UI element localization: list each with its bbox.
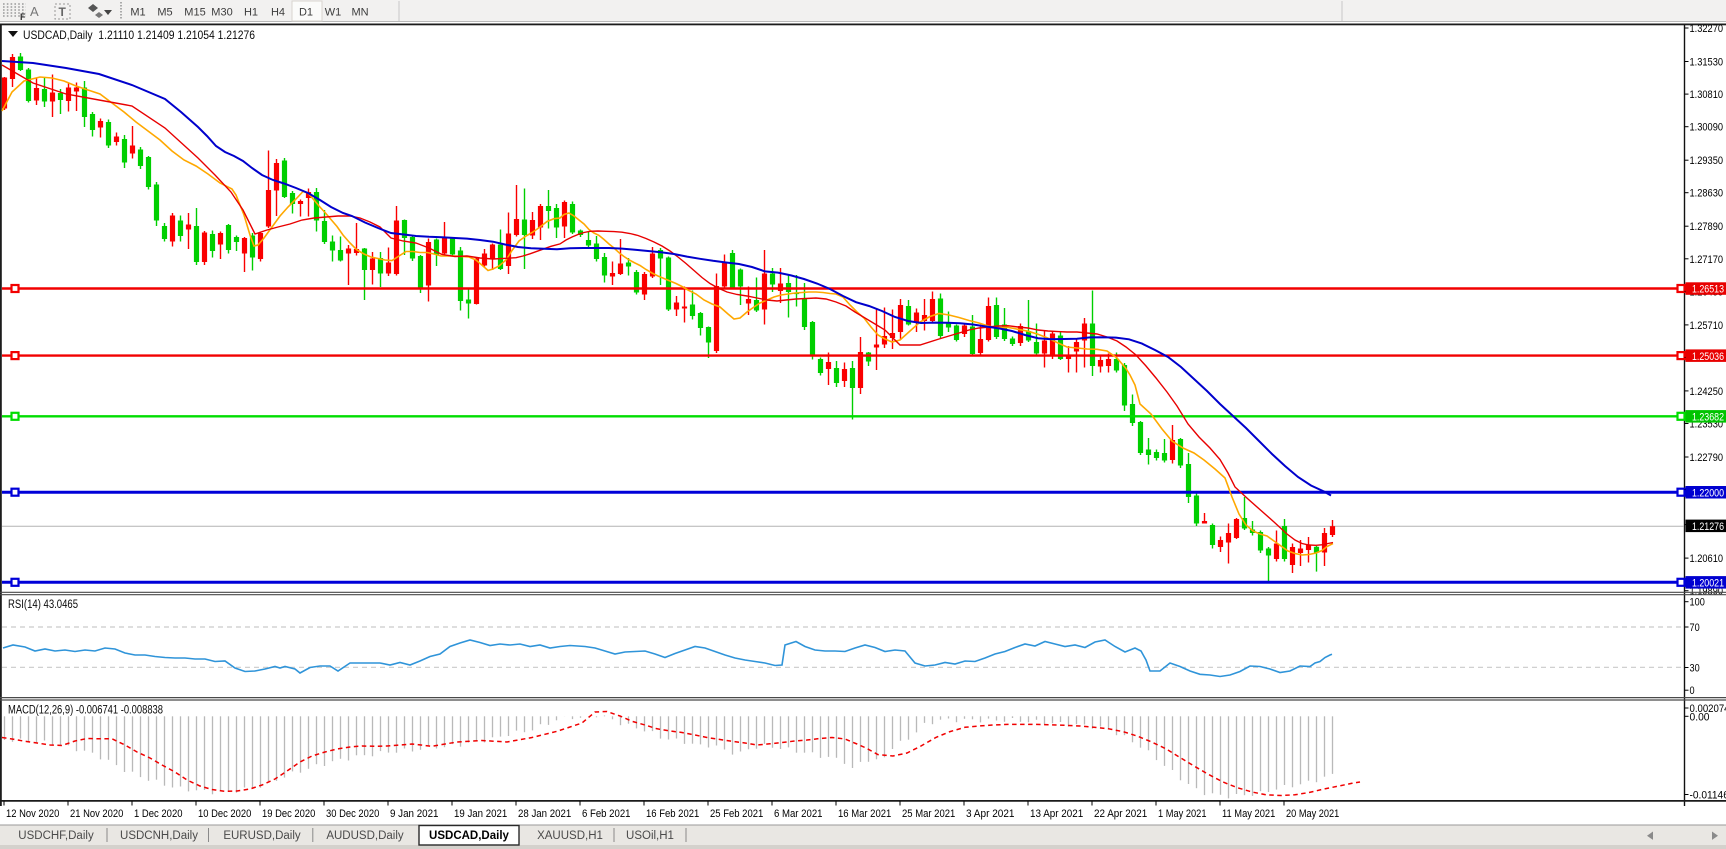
- svg-text:M1: M1: [130, 7, 145, 19]
- svg-text:1.29350: 1.29350: [1690, 155, 1724, 167]
- svg-text:A: A: [30, 4, 39, 19]
- svg-text:13 Apr 2021: 13 Apr 2021: [1030, 808, 1083, 820]
- svg-text:1 Dec 2020: 1 Dec 2020: [134, 808, 183, 820]
- svg-text:1.22000: 1.22000: [1692, 487, 1724, 499]
- svg-text:1.21276: 1.21276: [1692, 521, 1724, 533]
- svg-text:1.28630: 1.28630: [1690, 188, 1724, 200]
- svg-text:25 Feb 2021: 25 Feb 2021: [710, 808, 763, 820]
- svg-text:1.24250: 1.24250: [1690, 386, 1724, 398]
- svg-text:16 Feb 2021: 16 Feb 2021: [646, 808, 699, 820]
- svg-text:30 Dec 2020: 30 Dec 2020: [326, 808, 379, 820]
- svg-text:H1: H1: [244, 7, 258, 19]
- svg-text:0.00: 0.00: [1690, 711, 1710, 723]
- svg-text:USDCAD,Daily 1.21110 1.21409: USDCAD,Daily 1.21110 1.21409 1.21054 1.2…: [23, 28, 255, 42]
- svg-text:H4: H4: [271, 7, 285, 19]
- svg-text:-0.011462: -0.011462: [1690, 790, 1726, 802]
- svg-text:D1: D1: [299, 7, 313, 19]
- svg-text:1 May 2021: 1 May 2021: [1158, 808, 1207, 820]
- svg-text:28 Jan 2021: 28 Jan 2021: [518, 808, 571, 820]
- svg-text:MN: MN: [351, 7, 368, 19]
- svg-text:1.22790: 1.22790: [1690, 452, 1724, 464]
- svg-text:1.30090: 1.30090: [1690, 122, 1724, 134]
- svg-text:1.26513: 1.26513: [1692, 284, 1724, 296]
- svg-text:USDCHF,Daily: USDCHF,Daily: [18, 830, 94, 842]
- svg-text:20 May 2021: 20 May 2021: [1286, 808, 1339, 820]
- svg-text:1.20021: 1.20021: [1692, 578, 1724, 590]
- svg-text:12 Nov 2020: 12 Nov 2020: [6, 808, 59, 820]
- svg-text:3 Apr 2021: 3 Apr 2021: [966, 808, 1015, 820]
- svg-text:1.25036: 1.25036: [1692, 351, 1724, 363]
- svg-text:1.27170: 1.27170: [1690, 254, 1724, 266]
- svg-text:9 Jan 2021: 9 Jan 2021: [390, 808, 439, 820]
- svg-text:0: 0: [1690, 685, 1695, 697]
- svg-text:22 Apr 2021: 22 Apr 2021: [1094, 808, 1147, 820]
- svg-text:25 Mar 2021: 25 Mar 2021: [902, 808, 955, 820]
- svg-text:10 Dec 2020: 10 Dec 2020: [198, 808, 251, 820]
- svg-text:M30: M30: [211, 7, 232, 19]
- svg-text:1.31530: 1.31530: [1690, 57, 1724, 69]
- svg-text:W1: W1: [325, 7, 342, 19]
- svg-text:21 Nov 2020: 21 Nov 2020: [70, 808, 123, 820]
- svg-text:19 Dec 2020: 19 Dec 2020: [262, 808, 315, 820]
- svg-text:30: 30: [1690, 662, 1700, 674]
- svg-text:1.20610: 1.20610: [1690, 553, 1724, 565]
- svg-text:1.30810: 1.30810: [1690, 89, 1724, 101]
- svg-text:19 Jan 2021: 19 Jan 2021: [454, 808, 507, 820]
- svg-text:70: 70: [1690, 622, 1700, 634]
- svg-text:F: F: [20, 12, 26, 22]
- svg-text:16 Mar 2021: 16 Mar 2021: [838, 808, 891, 820]
- svg-text:T: T: [59, 5, 67, 19]
- svg-text:MACD(12,26,9) -0.006741 -0.008: MACD(12,26,9) -0.006741 -0.008838: [8, 705, 163, 717]
- svg-text:1.23682: 1.23682: [1692, 412, 1724, 424]
- svg-text:1.32270: 1.32270: [1690, 23, 1724, 35]
- svg-text:1.25710: 1.25710: [1690, 320, 1724, 332]
- svg-text:USDCNH,Daily: USDCNH,Daily: [120, 830, 198, 842]
- svg-text:100: 100: [1690, 597, 1705, 609]
- svg-text:11 May 2021: 11 May 2021: [1222, 808, 1275, 820]
- svg-text:USDCAD,Daily: USDCAD,Daily: [429, 830, 509, 842]
- svg-text:6 Feb 2021: 6 Feb 2021: [582, 808, 631, 820]
- svg-text:6 Mar 2021: 6 Mar 2021: [774, 808, 823, 820]
- svg-text:1.27890: 1.27890: [1690, 221, 1724, 233]
- svg-text:M5: M5: [157, 7, 172, 19]
- svg-text:USOil,H1: USOil,H1: [626, 830, 674, 842]
- svg-text:RSI(14) 43.0465: RSI(14) 43.0465: [8, 599, 78, 611]
- svg-text:M15: M15: [184, 7, 205, 19]
- svg-text:EURUSD,Daily: EURUSD,Daily: [223, 830, 301, 842]
- svg-text:AUDUSD,Daily: AUDUSD,Daily: [326, 830, 404, 842]
- svg-text:0.002074: 0.002074: [1690, 703, 1726, 715]
- svg-text:XAUUSD,H1: XAUUSD,H1: [537, 830, 603, 842]
